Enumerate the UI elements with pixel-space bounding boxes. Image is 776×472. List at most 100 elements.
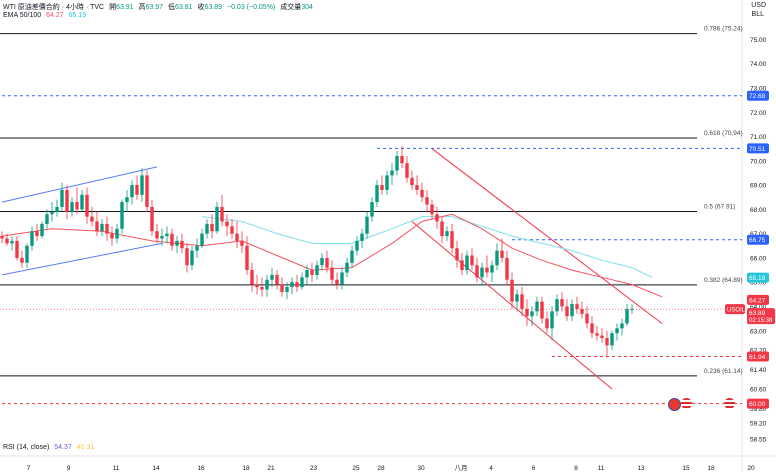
countdown-label: 02:15:38 xyxy=(749,318,773,324)
candle-body xyxy=(110,233,114,239)
fib-level-label: 0.5 (67.91) xyxy=(704,204,735,211)
candle-body xyxy=(65,189,69,212)
level-tag-bg xyxy=(747,143,769,154)
rsi-legend[interactable]: RSI (14, close) 54.37 40.31 xyxy=(3,444,97,451)
candle-body xyxy=(35,231,39,237)
y-tick-label: 59.80 xyxy=(750,406,767,413)
candle-body xyxy=(265,279,269,290)
candle-body xyxy=(180,240,184,249)
candle-body xyxy=(565,306,569,317)
x-tick-label: 8 xyxy=(574,465,578,472)
x-tick-label: 16 xyxy=(197,465,205,472)
candle-body xyxy=(395,155,399,171)
candle-body xyxy=(305,270,309,278)
candle-body xyxy=(560,299,564,307)
candle-body xyxy=(440,221,444,237)
candle-body xyxy=(460,260,464,271)
candle-body xyxy=(45,214,49,224)
symbol-tag-label: USOIL xyxy=(727,308,746,314)
x-tick-label: 11 xyxy=(113,465,120,472)
candle-body xyxy=(10,240,14,244)
candle-body xyxy=(330,267,334,280)
price-tag-bg xyxy=(747,294,769,305)
candle-body xyxy=(105,223,109,234)
y-tick-label: 67.00 xyxy=(750,231,767,238)
candle-body xyxy=(620,323,624,329)
us-flag-icon-2[interactable] xyxy=(724,398,735,409)
candle-body xyxy=(535,301,539,312)
candle-body xyxy=(575,304,579,309)
us-flag-icon[interactable] xyxy=(681,398,692,409)
candle-body xyxy=(475,265,479,278)
candle-body xyxy=(165,233,169,237)
level-tag-label: 61.94 xyxy=(749,354,766,361)
candle-body xyxy=(100,223,104,232)
currency-label[interactable]: USD xyxy=(751,2,766,9)
candle-body xyxy=(60,189,64,207)
y-tick-label: 64.00 xyxy=(750,304,767,311)
price-tag-bg xyxy=(747,272,769,283)
symbol-tag-bg xyxy=(725,304,745,315)
candle-body xyxy=(135,185,139,195)
y-tick-label: 66.00 xyxy=(750,255,767,262)
candle-body xyxy=(415,185,419,190)
candle-body xyxy=(325,257,329,268)
candle-body xyxy=(190,250,194,266)
rsi-value-2: 40.31 xyxy=(76,444,95,451)
candle-body xyxy=(600,335,604,339)
candle-body xyxy=(85,194,89,217)
high-label: 高 xyxy=(138,4,146,11)
fib-level-label: 0.786 (75.24) xyxy=(704,26,743,33)
candle-body xyxy=(280,284,284,292)
level-tag-bg xyxy=(747,234,769,245)
candle-body xyxy=(340,272,344,285)
event-flag-icon[interactable] xyxy=(668,398,681,411)
candle-body xyxy=(220,206,224,222)
high-value: 63.97 xyxy=(145,4,164,11)
last-price-label: 63.89 xyxy=(749,310,766,317)
x-tick-label: 4 xyxy=(489,465,493,472)
candle-body xyxy=(215,206,219,232)
x-tick-label: 18 xyxy=(242,465,250,472)
close-value: 63.89 xyxy=(204,4,223,11)
x-tick-label: 30 xyxy=(417,465,425,472)
candle-body xyxy=(120,202,124,229)
candle-body xyxy=(375,185,379,203)
y-tick-label: 73.00 xyxy=(750,85,767,92)
candle-body xyxy=(525,308,529,317)
candle-body xyxy=(570,304,574,317)
price-tag-label: 64.27 xyxy=(749,297,766,304)
fib-level-label: 0.382 (64.89) xyxy=(704,277,743,284)
x-tick-label: 11 xyxy=(598,465,605,472)
unit-label[interactable]: BLL xyxy=(751,11,764,18)
ema-label: EMA 50/100 xyxy=(3,12,42,19)
candle-body xyxy=(295,282,299,288)
volume-value: 304 xyxy=(301,4,313,11)
candle-body xyxy=(420,189,424,198)
ohlc-header: WTI 原油差價合約 · 4小時 · TVC 開63.91 高63.97 低63… xyxy=(3,2,316,12)
candle-body xyxy=(300,277,304,288)
candle-body xyxy=(185,248,189,266)
candle-body xyxy=(310,270,314,275)
candle-body xyxy=(455,248,459,261)
candle-body xyxy=(75,202,79,210)
x-tick-label: 21 xyxy=(267,465,275,472)
change-value: −0.03 (−0.05%) xyxy=(227,4,276,11)
candle-body xyxy=(530,311,534,317)
candle-body xyxy=(315,265,319,275)
fib-level-label: 0.618 (70.94) xyxy=(704,130,743,137)
ema-legend[interactable]: EMA 50/100 64.27 65.19 xyxy=(3,12,89,19)
candle-body xyxy=(495,250,499,266)
candle-body xyxy=(130,185,134,198)
x-tick-label: 14 xyxy=(152,465,160,472)
candle-body xyxy=(150,206,154,232)
candle-body xyxy=(545,318,549,329)
candle-body xyxy=(50,211,54,215)
last-price-tag-bg xyxy=(747,308,775,325)
x-tick-label: 八月 xyxy=(455,464,468,472)
candle-body xyxy=(365,216,369,234)
ema50-line xyxy=(1,213,663,298)
x-tick-label: 9 xyxy=(67,465,71,472)
candle-body xyxy=(430,204,434,215)
